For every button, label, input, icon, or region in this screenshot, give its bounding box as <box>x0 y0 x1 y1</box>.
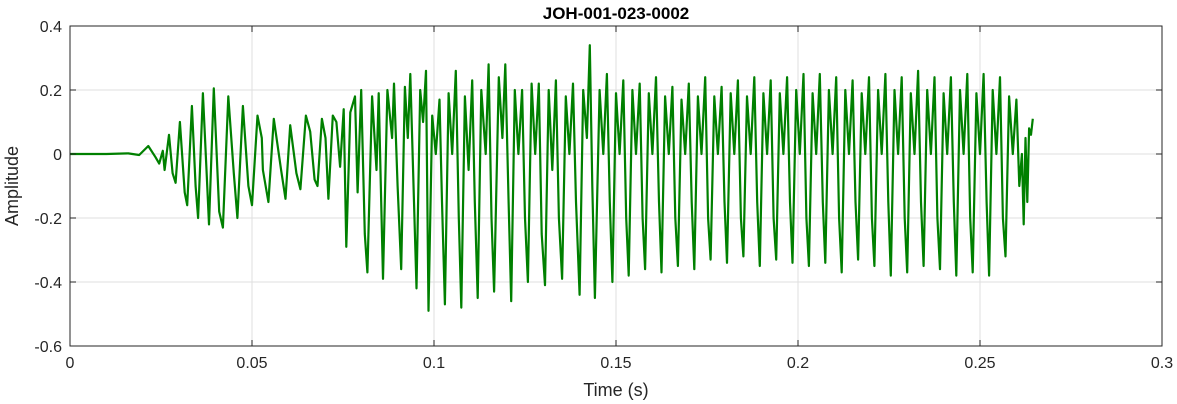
x-tick-label: 0.1 <box>423 355 445 372</box>
waveform-series <box>70 44 1034 312</box>
x-tick-label: 0.15 <box>600 355 631 372</box>
x-tick-label: 0 <box>66 355 75 372</box>
x-tick-label: 0.25 <box>964 355 995 372</box>
y-tick-label: 0.4 <box>40 19 62 36</box>
x-axis-label: Time (s) <box>583 380 648 400</box>
chart-title: JOH-001-023-0002 <box>543 4 689 23</box>
y-axis-ticks: -0.6 -0.4 -0.2 0 0.2 0.4 <box>34 19 1162 356</box>
y-tick-label: 0 <box>53 147 62 164</box>
y-tick-label: -0.6 <box>34 339 62 356</box>
y-tick-label: -0.4 <box>34 275 62 292</box>
x-tick-label: 0.2 <box>787 355 809 372</box>
y-tick-label: 0.2 <box>40 83 62 100</box>
y-axis-label: Amplitude <box>2 146 22 226</box>
series-line <box>70 44 1034 312</box>
x-tick-label: 0.3 <box>1151 355 1173 372</box>
y-tick-label: -0.2 <box>34 211 62 228</box>
x-tick-label: 0.05 <box>236 355 267 372</box>
x-axis-ticks: 0 0.05 0.1 0.15 0.2 0.25 0.3 <box>66 26 1173 372</box>
